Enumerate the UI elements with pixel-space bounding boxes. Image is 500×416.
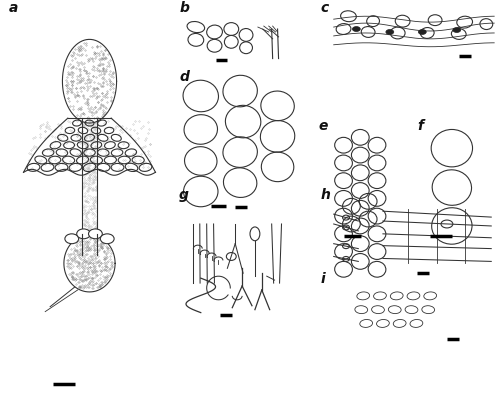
Ellipse shape	[386, 30, 394, 35]
Text: e: e	[319, 119, 328, 134]
Ellipse shape	[352, 27, 360, 32]
Text: b: b	[179, 1, 189, 15]
Ellipse shape	[453, 27, 460, 32]
Ellipse shape	[100, 234, 114, 244]
Text: d: d	[179, 70, 189, 84]
Ellipse shape	[76, 229, 90, 239]
Text: a: a	[9, 1, 18, 15]
Ellipse shape	[88, 229, 102, 239]
Text: g: g	[179, 188, 189, 202]
Text: h: h	[321, 188, 331, 202]
Text: i: i	[321, 272, 326, 286]
Ellipse shape	[65, 234, 78, 244]
Text: c: c	[321, 1, 329, 15]
Text: f: f	[418, 119, 424, 134]
Ellipse shape	[418, 30, 426, 35]
